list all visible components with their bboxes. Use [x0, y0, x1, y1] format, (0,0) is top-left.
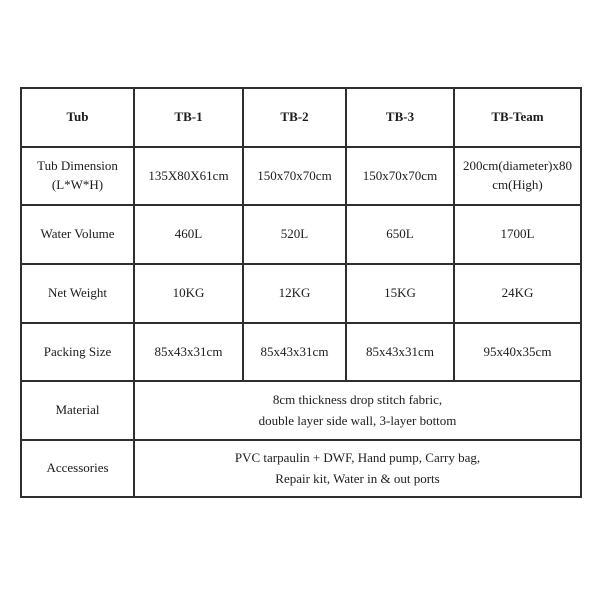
row-label-material: Material [20, 380, 135, 441]
row-net-weight: Net Weight 10KG 12KG 15KG 24KG [20, 263, 582, 324]
row-label-packing-size: Packing Size [20, 322, 135, 382]
volume-tb1-cell: 460L [133, 204, 244, 265]
row-label-water-volume: Water Volume [20, 204, 135, 265]
weight-tb2-cell: 12KG [242, 263, 347, 324]
header-cell-tub: Tub [20, 87, 135, 148]
weight-tb3-cell: 15KG [345, 263, 455, 324]
weight-tbteam-cell: 24KG [453, 263, 582, 324]
header-cell-tb2: TB-2 [242, 87, 347, 148]
volume-tbteam-cell: 1700L [453, 204, 582, 265]
material-line-1: 8cm thickness drop stitch fabric, [272, 392, 443, 408]
accessories-line-1: PVC tarpaulin + DWF, Hand pump, Carry ba… [234, 450, 481, 466]
packing-tb2-cell: 85x43x31cm [242, 322, 347, 382]
volume-tb2-cell: 520L [242, 204, 347, 265]
dimension-tbteam-cell: 200cm(diameter)x80cm(High) [453, 146, 582, 206]
material-cell: 8cm thickness drop stitch fabric, double… [133, 380, 582, 441]
row-accessories: Accessories PVC tarpaulin + DWF, Hand pu… [20, 439, 582, 498]
row-label-tub-dimension: Tub Dimension (L*W*H) [20, 146, 135, 206]
packing-tbteam-cell: 95x40x35cm [453, 322, 582, 382]
row-tub-dimension: Tub Dimension (L*W*H) 135X80X61cm 150x70… [20, 146, 582, 206]
header-cell-tb1: TB-1 [133, 87, 244, 148]
accessories-line-2: Repair kit, Water in & out ports [275, 470, 440, 486]
packing-tb1-cell: 85x43x31cm [133, 322, 244, 382]
packing-tb3-cell: 85x43x31cm [345, 322, 455, 382]
dimension-tb3-cell: 150x70x70cm [345, 146, 455, 206]
row-label-net-weight: Net Weight [20, 263, 135, 324]
material-line-2: double layer side wall, 3-layer bottom [258, 412, 457, 428]
header-cell-tb3: TB-3 [345, 87, 455, 148]
weight-tb1-cell: 10KG [133, 263, 244, 324]
row-water-volume: Water Volume 460L 520L 650L 1700L [20, 204, 582, 265]
accessories-cell: PVC tarpaulin + DWF, Hand pump, Carry ba… [133, 439, 582, 498]
header-row: Tub TB-1 TB-2 TB-3 TB-Team [20, 87, 582, 148]
spec-table: Tub TB-1 TB-2 TB-3 TB-Team Tub Dimension… [20, 87, 582, 498]
row-label-accessories: Accessories [20, 439, 135, 498]
header-cell-tbteam: TB-Team [453, 87, 582, 148]
dimension-tb1-cell: 135X80X61cm [133, 146, 244, 206]
volume-tb3-cell: 650L [345, 204, 455, 265]
row-material: Material 8cm thickness drop stitch fabri… [20, 380, 582, 441]
dimension-tb2-cell: 150x70x70cm [242, 146, 347, 206]
row-packing-size: Packing Size 85x43x31cm 85x43x31cm 85x43… [20, 322, 582, 382]
